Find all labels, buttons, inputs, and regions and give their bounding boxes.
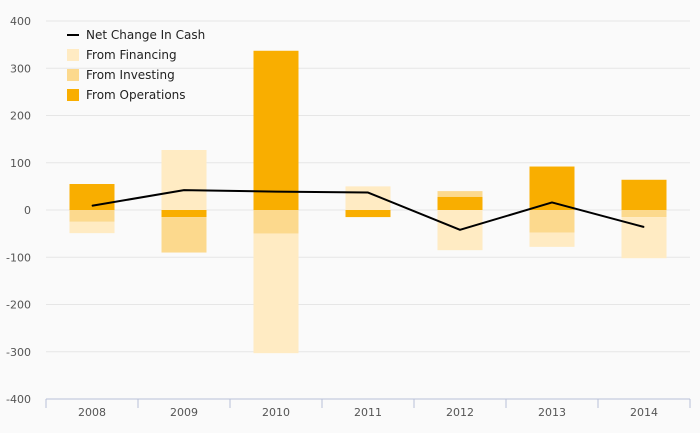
bar-from-investing-2014 xyxy=(621,210,667,218)
legend-label: From Financing xyxy=(86,48,177,62)
bar-from-operations-2009 xyxy=(161,210,207,218)
y-tick-label: 400 xyxy=(10,15,31,28)
bar-from-investing-2008 xyxy=(69,210,115,222)
x-tick-label: 2008 xyxy=(78,406,106,419)
y-tick-label: 0 xyxy=(24,204,31,217)
x-tick-label: 2013 xyxy=(538,406,566,419)
y-tick-label: -100 xyxy=(6,251,31,264)
y-tick-label: -200 xyxy=(6,299,31,312)
x-tick-label: 2012 xyxy=(446,406,474,419)
bar-from-operations-2010 xyxy=(253,50,299,210)
net-change-point xyxy=(643,226,645,228)
legend-swatch xyxy=(67,49,79,61)
bar-from-investing-2012 xyxy=(437,191,483,197)
net-change-point xyxy=(91,205,93,207)
net-change-point xyxy=(367,192,369,194)
bar-from-investing-2009 xyxy=(161,217,207,253)
net-change-point xyxy=(459,229,461,231)
bar-from-operations-2011 xyxy=(345,210,391,218)
net-change-line-layer xyxy=(91,189,645,231)
x-tick-label: 2010 xyxy=(262,406,290,419)
legend-swatch xyxy=(67,69,79,81)
legend-label: Net Change In Cash xyxy=(86,28,205,42)
y-tick-label: 300 xyxy=(10,62,31,75)
axes: 400 300 200 100 0 -100 -200 -300 -400 2008 2009 201… xyxy=(6,15,691,419)
bar-from-financing-2010 xyxy=(253,233,299,354)
legend-label: From Investing xyxy=(86,68,175,82)
y-tick-label: -400 xyxy=(6,393,31,406)
net-change-point xyxy=(183,189,185,191)
bar-from-financing-2009 xyxy=(161,149,207,210)
y-tick-label: 200 xyxy=(10,110,31,123)
bar-from-financing-2008 xyxy=(69,221,115,234)
x-tick-label: 2011 xyxy=(354,406,382,419)
legend-swatch xyxy=(67,89,79,101)
x-tick-label: 2014 xyxy=(630,406,658,419)
bar-from-investing-2013 xyxy=(529,210,575,233)
y-tick-label: 100 xyxy=(10,157,31,170)
legend-label: From Operations xyxy=(86,88,186,102)
x-tick-label: 2009 xyxy=(170,406,198,419)
bar-from-operations-2014 xyxy=(621,179,667,210)
net-change-point xyxy=(551,201,553,203)
bar-from-investing-2010 xyxy=(253,210,299,234)
legend: Net Change In Cash From Financing From Inv… xyxy=(67,28,205,102)
bar-from-operations-2012 xyxy=(437,196,483,210)
bars xyxy=(69,50,667,354)
y-tick-label: -300 xyxy=(6,346,31,359)
bar-from-financing-2013 xyxy=(529,232,575,247)
net-change-point xyxy=(275,191,277,193)
